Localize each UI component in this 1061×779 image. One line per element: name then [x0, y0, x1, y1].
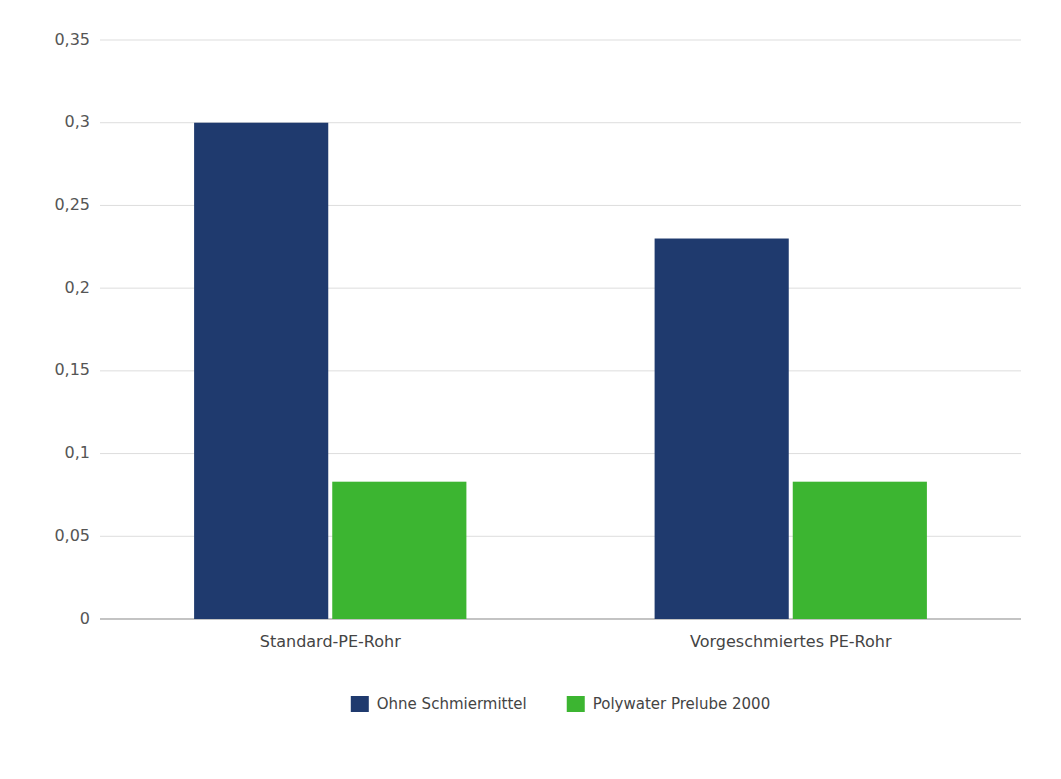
- x-tick-label: Vorgeschmiertes PE-Rohr: [690, 632, 892, 651]
- chart: 0 0,05 0,1 0,15 0,2 0,25 0,3 0,35 Standard-PE-Ro…: [0, 0, 1061, 779]
- bar: [332, 482, 466, 619]
- y-tick-label: 0,25: [54, 195, 90, 214]
- legend-swatch: [567, 696, 585, 712]
- x-axis: Standard-PE-Rohr Vorgeschmiertes PE-Rohr: [260, 632, 892, 651]
- y-tick-label: 0,1: [65, 443, 90, 462]
- y-axis: 0 0,05 0,1 0,15 0,2 0,25 0,3 0,35: [54, 30, 1021, 628]
- legend: Ohne Schmiermittel Polywater Prelube 2000: [351, 695, 770, 713]
- legend-item: Ohne Schmiermittel: [351, 695, 527, 713]
- y-tick-label: 0,15: [54, 360, 90, 379]
- bar: [194, 123, 328, 619]
- legend-item: Polywater Prelube 2000: [567, 695, 770, 713]
- bars: [194, 123, 927, 619]
- bar: [793, 482, 927, 619]
- y-tick-label: 0: [80, 609, 90, 628]
- legend-label: Polywater Prelube 2000: [593, 695, 770, 713]
- legend-swatch: [351, 696, 369, 712]
- y-tick-label: 0,35: [54, 30, 90, 49]
- bar: [655, 239, 789, 619]
- legend-label: Ohne Schmiermittel: [377, 695, 527, 713]
- grid-line: [100, 40, 1021, 41]
- x-tick-label: Standard-PE-Rohr: [260, 632, 401, 651]
- y-tick-label: 0,3: [65, 112, 90, 131]
- y-tick-label: 0,2: [65, 278, 90, 297]
- y-tick-label: 0,05: [54, 526, 90, 545]
